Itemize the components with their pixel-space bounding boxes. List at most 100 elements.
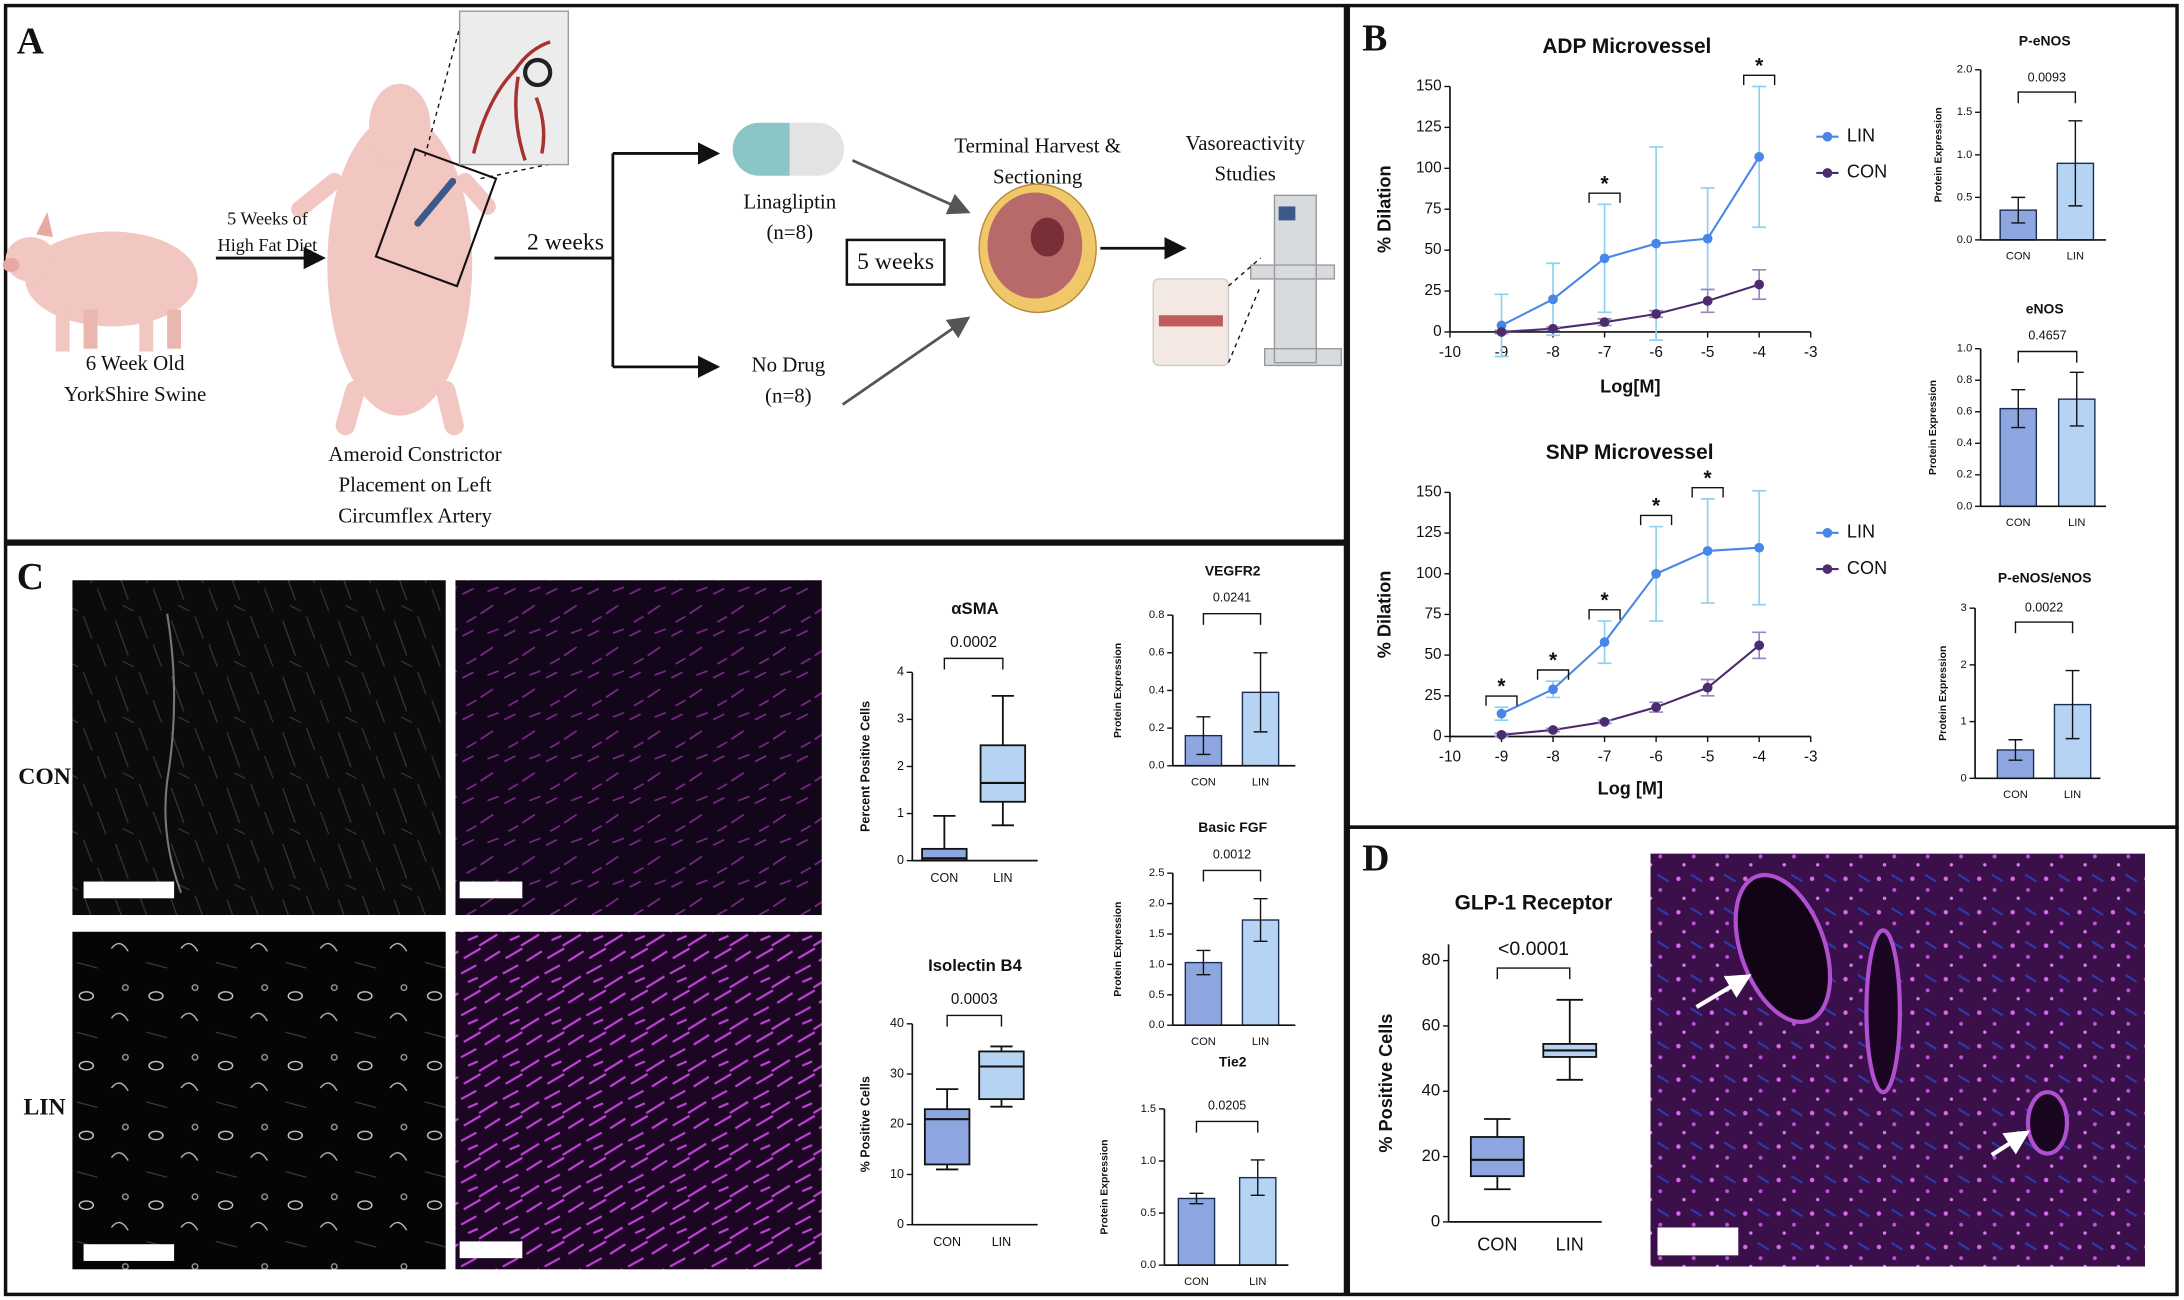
y-tick-label: 0.0 bbox=[1141, 1259, 1156, 1271]
significance-bracket bbox=[1496, 967, 1571, 980]
y-tick-label: 0.5 bbox=[1957, 191, 1972, 203]
x-tick-label: -6 bbox=[1649, 748, 1663, 765]
y-tick-label: 0.0 bbox=[1957, 500, 1972, 512]
y-tick-label: 20 bbox=[890, 1117, 904, 1131]
harvest-label: Terminal Harvest & bbox=[954, 134, 1121, 158]
significance-star: * bbox=[1755, 54, 1764, 77]
data-point bbox=[1496, 708, 1507, 719]
x-tick-label: CON bbox=[1477, 1234, 1517, 1254]
y-tick-label: 3 bbox=[897, 712, 904, 726]
studies-label: Studies bbox=[1214, 162, 1275, 186]
harvest-label: Sectioning bbox=[993, 164, 1083, 188]
y-tick-label: 1.5 bbox=[1141, 1103, 1156, 1115]
y-tick-label: 0.2 bbox=[1149, 722, 1164, 734]
data-point bbox=[1548, 725, 1558, 735]
x-tick-label: LIN bbox=[2067, 251, 2084, 263]
x-tick-label: -9 bbox=[1495, 748, 1509, 765]
y-tick-label: 20 bbox=[1422, 1146, 1441, 1165]
y-tick-label: 2.0 bbox=[1957, 64, 1972, 76]
data-point bbox=[1599, 637, 1610, 647]
surgery-label: Ameroid Constrictor bbox=[328, 442, 501, 466]
data-point bbox=[1754, 279, 1765, 290]
control-label: No Drug bbox=[752, 353, 826, 377]
error-bar bbox=[1196, 949, 1211, 976]
error-bar bbox=[2011, 388, 2026, 429]
y-tick-label: 25 bbox=[1425, 282, 1442, 299]
y-tick-label: 2 bbox=[1961, 659, 1967, 671]
legend-marker bbox=[1822, 168, 1833, 178]
y-tick-label: 75 bbox=[1425, 605, 1442, 622]
box bbox=[978, 1050, 1025, 1101]
error-bar bbox=[2011, 196, 2026, 224]
data-point bbox=[1496, 729, 1507, 740]
x-tick-label: CON bbox=[2006, 517, 2031, 529]
significance-bracket bbox=[1588, 192, 1621, 203]
x-tick-label: -8 bbox=[1546, 344, 1560, 361]
diet-label: 5 Weeks of bbox=[227, 209, 309, 229]
x-tick-label: LIN bbox=[1252, 776, 1269, 788]
x-tick-label: LIN bbox=[992, 1235, 1012, 1249]
x-axis-label: Log [M] bbox=[1598, 778, 1663, 798]
x-tick-label: -7 bbox=[1598, 748, 1612, 765]
significance-bracket bbox=[2017, 350, 2078, 363]
y-tick-label: 0.0 bbox=[1957, 234, 1972, 246]
chart-title: SNP Microvessel bbox=[1546, 441, 1714, 464]
data-point bbox=[1651, 309, 1661, 319]
p-value: <0.0001 bbox=[1498, 938, 1569, 960]
panel-label: A bbox=[17, 20, 44, 62]
y-tick-label: 75 bbox=[1425, 200, 1442, 217]
diagram-art bbox=[2, 10, 1343, 436]
significance-bracket bbox=[1536, 669, 1570, 680]
legend-label: CON bbox=[1847, 558, 1887, 578]
whisker bbox=[1556, 998, 1583, 1081]
significance-bracket bbox=[1202, 869, 1262, 882]
micrographs bbox=[72, 580, 2145, 1270]
data-point bbox=[1651, 568, 1661, 579]
y-axis-label: Protein Expression bbox=[1113, 902, 1124, 997]
x-tick-label: -5 bbox=[1701, 748, 1715, 765]
chart-title: VEGFR2 bbox=[1205, 563, 1261, 579]
significance-bracket bbox=[946, 1014, 1003, 1027]
duration-label: 5 weeks bbox=[857, 249, 934, 275]
error-bar bbox=[1196, 716, 1211, 756]
y-tick-label: 100 bbox=[1416, 565, 1442, 582]
x-tick-label: LIN bbox=[1252, 1036, 1269, 1048]
y-tick-label: 40 bbox=[890, 1016, 904, 1030]
significance-bracket bbox=[1485, 695, 1518, 706]
data-point bbox=[1548, 294, 1558, 305]
legend-marker bbox=[1822, 131, 1833, 142]
series-line bbox=[1501, 283, 1760, 334]
data-point bbox=[1599, 317, 1610, 328]
y-axis-label: Protein Expression bbox=[1934, 107, 1945, 202]
studies-label: Vasoreactivity bbox=[1186, 131, 1306, 155]
y-tick-label: 0.5 bbox=[1141, 1207, 1156, 1219]
y-tick-label: 80 bbox=[1422, 950, 1441, 969]
x-tick-label: CON bbox=[2006, 251, 2031, 263]
x-tick-label: -10 bbox=[1439, 344, 1461, 361]
y-tick-label: 150 bbox=[1416, 483, 1442, 500]
p-value: 0.0012 bbox=[1213, 847, 1251, 861]
significance-bracket bbox=[2014, 621, 2074, 634]
error-bar bbox=[2065, 669, 2080, 740]
panel-frames bbox=[3, 3, 2179, 1297]
x-tick-label: -4 bbox=[1752, 748, 1766, 765]
error-bar bbox=[1189, 1192, 1204, 1205]
y-tick-label: 30 bbox=[890, 1066, 904, 1080]
box bbox=[979, 744, 1027, 803]
legend-label: LIN bbox=[1847, 125, 1875, 145]
data-point bbox=[1651, 238, 1661, 249]
y-tick-label: 150 bbox=[1416, 78, 1442, 95]
series-line bbox=[1501, 644, 1760, 736]
surgery-label: Circumflex Artery bbox=[338, 503, 492, 527]
chart-title: αSMA bbox=[951, 599, 998, 618]
data-point bbox=[1599, 716, 1610, 727]
y-axis-label: Protein Expression bbox=[1099, 1139, 1110, 1234]
y-tick-label: 0.4 bbox=[1149, 684, 1164, 696]
data-point bbox=[1702, 233, 1713, 244]
p-value: 0.0205 bbox=[1208, 1098, 1246, 1112]
surgery-label: Placement on Left bbox=[339, 473, 492, 497]
y-axis-label: % Dilation bbox=[1375, 165, 1395, 253]
panel-label: D bbox=[1362, 838, 1389, 880]
x-tick-label: CON bbox=[1191, 1036, 1216, 1048]
